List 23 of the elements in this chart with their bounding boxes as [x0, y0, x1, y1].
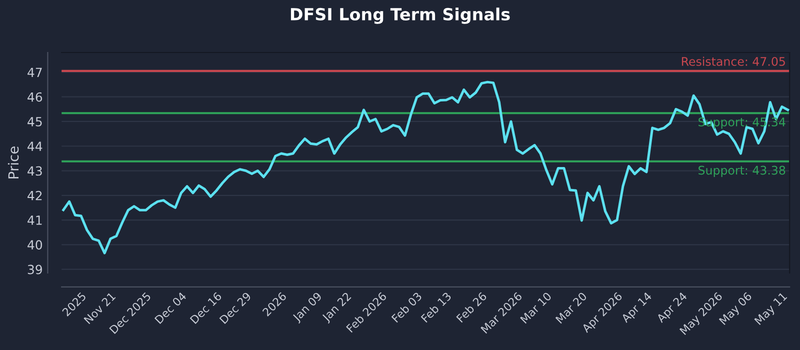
x-tick-label: Mar 20 — [555, 292, 588, 324]
x-tick-label: Feb 03 — [391, 292, 422, 323]
y-tick-label: 42 — [28, 190, 42, 200]
line-series — [62, 80, 790, 254]
x-tick-label: Jan 09 — [292, 292, 324, 324]
x-tick-label: Apr 24 — [656, 292, 689, 325]
x-tick-label: Feb 13 — [420, 292, 452, 323]
ref-line-label: Resistance: 47.05 — [682, 56, 785, 66]
y-tick-label: 41 — [28, 216, 42, 225]
x-tick-label: Apr 14 — [620, 292, 654, 325]
y-tick-label: 45 — [28, 117, 42, 126]
y-tick-label: 46 — [28, 92, 42, 102]
ref-line-label: Support: 43.38 — [698, 166, 786, 177]
y-tick-label: 43 — [28, 166, 42, 176]
chart-title: DFSI Long Term Signals — [290, 8, 510, 24]
x-tick-label: Feb 26 — [456, 292, 488, 323]
y-tick-label: 44 — [28, 142, 42, 151]
x-tick-label: Dec 04 — [154, 292, 187, 324]
y-axis-title: Price — [8, 146, 19, 178]
x-tick-label: Jan 22 — [321, 292, 353, 324]
y-tick-label: 47 — [28, 68, 42, 77]
y-tick-label: 39 — [28, 264, 42, 274]
y-tick-label: 40 — [28, 240, 42, 250]
